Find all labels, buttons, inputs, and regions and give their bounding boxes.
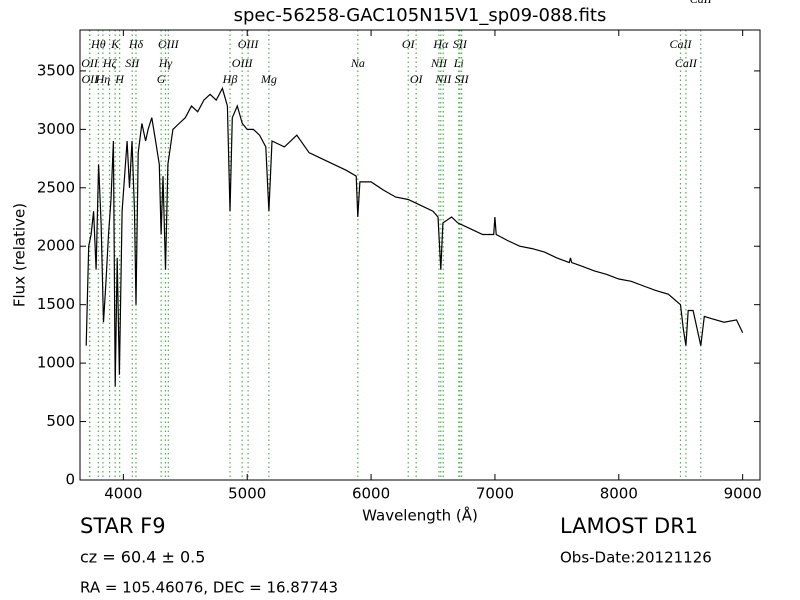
- spectral-line-label: OIII: [232, 56, 254, 70]
- spectral-line-label: CaII: [675, 56, 698, 70]
- x-tick-label: 4000: [104, 485, 142, 503]
- plot-frame: [79, 29, 761, 481]
- spectral-line-label: Hη: [95, 72, 111, 86]
- spectral-line-label: Mg: [260, 72, 277, 86]
- spectrum-line: [85, 86, 744, 387]
- x-tick-label: 9000: [724, 485, 762, 503]
- spectral-line-label: Hα: [432, 37, 449, 51]
- spectral-line-label: OIII: [158, 37, 180, 51]
- y-tick-label: 0: [65, 471, 75, 489]
- spectral-line-label: OIII: [238, 37, 260, 51]
- spectral-line-label: Hθ: [90, 37, 106, 51]
- y-tick-label: 1500: [37, 295, 75, 313]
- x-tick-label: 7000: [476, 485, 514, 503]
- obs-date: Obs-Date:20121126: [560, 549, 712, 567]
- spectral-line-label: NII: [430, 56, 448, 70]
- spectral-line-label: Na: [350, 56, 365, 70]
- spectral-line-label: Li: [453, 56, 464, 70]
- spectral-line-label: CaII: [690, 0, 713, 6]
- y-tick-label: 3000: [37, 120, 75, 138]
- spectral-line-label: K: [110, 37, 120, 51]
- y-axis-label: Flux (relative): [11, 203, 29, 307]
- y-tick-label: 2000: [37, 237, 75, 255]
- spectral-line-label: OI: [402, 37, 416, 51]
- x-tick-label: 5000: [228, 485, 266, 503]
- spectral-line-label: Hδ: [128, 37, 144, 51]
- spectral-line-label: OI: [410, 72, 424, 86]
- spectral-line-label: Hγ: [158, 56, 173, 70]
- x-axis-label: Wavelength (Å): [362, 506, 478, 525]
- spectral-line-label: SII: [453, 37, 468, 51]
- spectral-line-label: Hζ: [102, 56, 118, 70]
- spectral-line-label: G: [157, 72, 166, 86]
- x-tick-label: 6000: [352, 485, 390, 503]
- object-class: STAR F9: [80, 514, 166, 538]
- coordinates: RA = 105.46076, DEC = 16.87743: [80, 579, 338, 597]
- y-tick-label: 2500: [37, 178, 75, 196]
- spectral-line-label: OII: [81, 72, 99, 86]
- y-tick-label: 1000: [37, 354, 75, 372]
- spectral-line-label: SII: [125, 56, 140, 70]
- spectral-line-label: H: [114, 72, 125, 86]
- chart-title: spec-56258-GAC105N15V1_sp09-088.fits: [234, 5, 607, 26]
- y-tick-label: 3500: [37, 61, 75, 79]
- spectral-line-label: CaII: [669, 37, 692, 51]
- redshift: cz = 60.4 ± 0.5: [80, 548, 205, 567]
- y-tick-label: 500: [46, 412, 75, 430]
- spectral-line-label: NII: [434, 72, 452, 86]
- spectral-line-label: SII: [455, 72, 470, 86]
- survey: LAMOST DR1: [560, 514, 698, 538]
- spectral-line-label: Hβ: [222, 72, 238, 86]
- x-tick-label: 8000: [600, 485, 638, 503]
